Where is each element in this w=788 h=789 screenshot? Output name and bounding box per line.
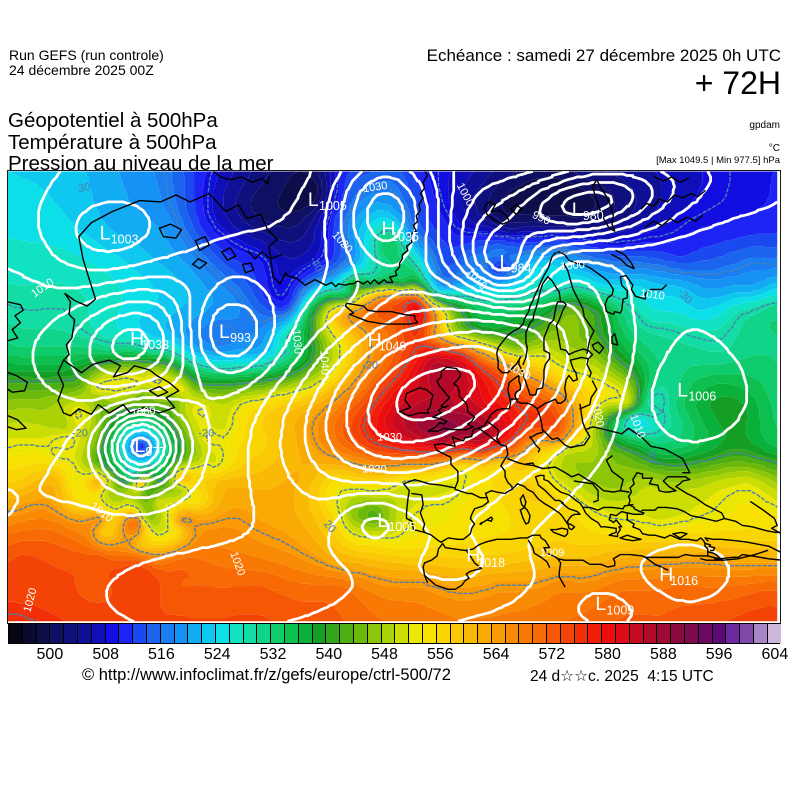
svg-text:1030: 1030: [290, 329, 304, 355]
svg-text:1009: 1009: [540, 547, 565, 559]
svg-text:L: L: [500, 252, 511, 274]
svg-text:-30: -30: [552, 246, 568, 258]
svg-text:H: H: [368, 329, 382, 351]
svg-text:1005: 1005: [388, 520, 416, 534]
svg-text:1035: 1035: [391, 230, 419, 244]
svg-text:-20: -20: [362, 360, 378, 372]
svg-text:H: H: [659, 564, 673, 586]
svg-text:1003: 1003: [111, 233, 139, 247]
svg-text:L: L: [377, 510, 388, 532]
svg-text:1030: 1030: [377, 432, 402, 444]
svg-text:984: 984: [511, 262, 532, 276]
svg-text:1040: 1040: [317, 350, 330, 375]
svg-text:L: L: [572, 199, 583, 221]
svg-text:30: 30: [77, 181, 91, 195]
svg-text:1020: 1020: [362, 464, 387, 476]
svg-text:-30: -30: [644, 446, 659, 464]
svg-text:L: L: [219, 321, 230, 343]
svg-text:1018: 1018: [477, 556, 505, 570]
svg-text:L: L: [100, 222, 111, 244]
svg-text:1000: 1000: [130, 405, 156, 420]
svg-text:1020: 1020: [590, 402, 606, 428]
svg-text:L: L: [134, 435, 145, 457]
svg-text:1010: 1010: [639, 287, 665, 302]
svg-text:L: L: [595, 593, 606, 615]
svg-text:-20: -20: [198, 428, 214, 440]
svg-text:L: L: [677, 379, 688, 401]
svg-text:H: H: [382, 218, 396, 240]
svg-text:1033: 1033: [141, 338, 169, 352]
svg-text:1016: 1016: [670, 574, 698, 588]
svg-text:1005: 1005: [319, 199, 347, 213]
svg-text:H: H: [466, 545, 480, 567]
svg-text:H: H: [130, 328, 144, 350]
svg-text:1049: 1049: [379, 339, 407, 353]
svg-text:-20: -20: [72, 428, 88, 440]
svg-text:1030: 1030: [362, 180, 388, 195]
svg-text:1000: 1000: [560, 259, 586, 273]
svg-text:1009: 1009: [606, 603, 634, 617]
svg-text:977: 977: [145, 445, 166, 459]
svg-text:980: 980: [583, 209, 604, 223]
svg-text:993: 993: [230, 331, 251, 345]
svg-text:1006: 1006: [688, 389, 716, 403]
svg-text:L: L: [308, 189, 319, 211]
